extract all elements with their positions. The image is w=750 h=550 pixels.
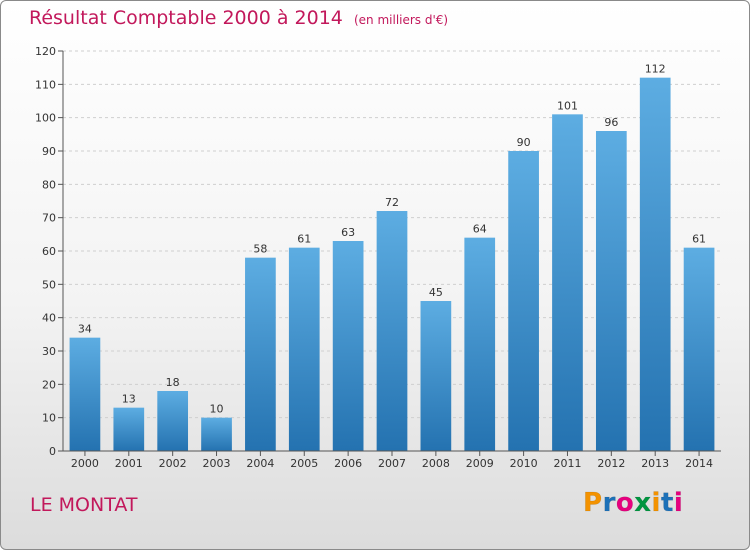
y-tick-label: 80 [42, 178, 56, 191]
bar [69, 337, 101, 451]
bars [69, 77, 715, 452]
bar-value-label: 13 [122, 393, 136, 406]
bar [464, 237, 496, 451]
bar-value-label: 72 [385, 196, 399, 209]
logo-letter: o [615, 488, 635, 519]
bar [508, 151, 539, 451]
bar-value-label: 61 [297, 233, 311, 246]
bar [552, 114, 583, 451]
bar [595, 131, 627, 451]
y-tick-label: 20 [42, 378, 56, 391]
bar [639, 77, 671, 452]
y-tick-label: 110 [35, 78, 56, 91]
bar-value-label: 61 [692, 233, 706, 246]
logo-letter: r [602, 488, 616, 519]
x-tick-label: 2002 [159, 457, 187, 470]
y-tick-label: 70 [42, 212, 56, 225]
x-tick-label: 2009 [466, 457, 494, 470]
logo-letter: P [583, 488, 603, 519]
proxiti-logo: Proxiti [583, 488, 684, 519]
logo-letter: i [673, 488, 684, 519]
x-tick-label: 2003 [203, 457, 231, 470]
logo-letter: t [660, 488, 674, 519]
bar [420, 301, 452, 451]
y-tick-label: 90 [42, 145, 56, 158]
bar-value-label: 58 [253, 243, 267, 256]
x-tick-label: 2007 [378, 457, 406, 470]
bar [376, 211, 408, 451]
bar [683, 247, 715, 451]
y-tick-label: 100 [35, 112, 56, 125]
y-tick-label: 120 [35, 45, 56, 58]
y-tick-label: 50 [42, 278, 56, 291]
location-name: LE MONTAT [30, 494, 138, 516]
bar-value-label: 34 [78, 323, 92, 336]
y-tick-label: 0 [49, 445, 56, 458]
logo-letter: i [651, 488, 661, 519]
x-tick-label: 2005 [290, 457, 318, 470]
bar [201, 417, 232, 451]
chart-title: Résultat Comptable 2000 à 2014 [29, 7, 343, 29]
axes [58, 50, 721, 456]
chart-title-block: Résultat Comptable 2000 à 2014 (en milli… [29, 7, 448, 29]
logo-letter: x [634, 488, 652, 519]
x-tick-label: 2006 [334, 457, 362, 470]
x-tick-label: 2014 [685, 457, 713, 470]
bar-value-label: 90 [517, 136, 531, 149]
bar-value-label: 64 [473, 223, 487, 236]
labels: 0 10 20 30 40 50 60 70 80 90 100 110 120 34 2000 13 2001… [35, 45, 713, 470]
x-tick-label: 2000 [71, 457, 99, 470]
x-tick-label: 2012 [597, 457, 625, 470]
y-tick-label: 10 [42, 412, 56, 425]
x-tick-label: 2013 [641, 457, 669, 470]
bar [113, 407, 145, 451]
x-tick-label: 2008 [422, 457, 450, 470]
x-tick-label: 2010 [510, 457, 538, 470]
bar-value-label: 96 [604, 116, 618, 129]
bar-value-label: 112 [645, 63, 666, 76]
bar-value-label: 10 [210, 403, 224, 416]
y-tick-label: 60 [42, 245, 56, 258]
bar [332, 241, 364, 451]
y-tick-label: 40 [42, 312, 56, 325]
bar-value-label: 45 [429, 286, 443, 299]
x-tick-label: 2011 [553, 457, 581, 470]
bar-value-label: 63 [341, 226, 355, 239]
x-tick-label: 2004 [246, 457, 274, 470]
x-tick-label: 2001 [115, 457, 143, 470]
bar [245, 257, 276, 451]
bar [157, 391, 189, 451]
bar-value-label: 101 [557, 99, 578, 112]
bar-value-label: 18 [166, 376, 180, 389]
chart-unit: (en milliers d'€) [353, 13, 449, 27]
bar [288, 247, 320, 451]
y-tick-label: 30 [42, 345, 56, 358]
